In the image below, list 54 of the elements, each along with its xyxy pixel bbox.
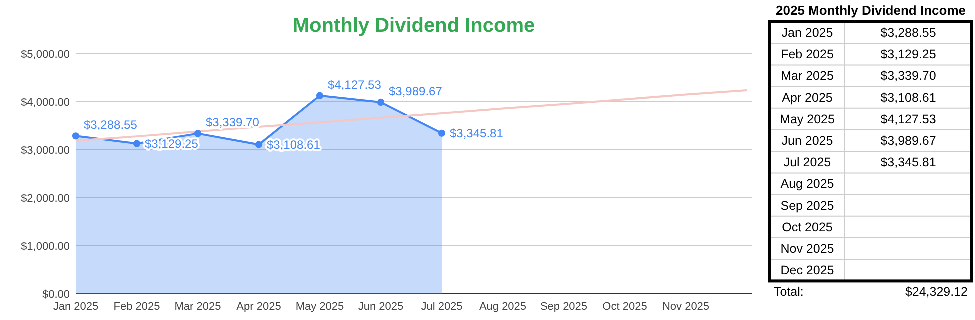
y-tick-label: $0.00 xyxy=(42,288,70,301)
category-label: Nov 2025 xyxy=(780,242,834,256)
category-label: Jul 2025 xyxy=(784,156,832,170)
text: $3,129.25 xyxy=(880,48,936,62)
text: $3,339.70 xyxy=(880,69,936,84)
point xyxy=(377,98,385,106)
text: $4,127.53 xyxy=(880,112,936,126)
text: $3,288.55 xyxy=(880,26,936,40)
y-tick-label: $1,000.00 xyxy=(21,240,70,253)
x-tick-label: Sep 2025 xyxy=(540,301,588,313)
category-label: Jan 2025 xyxy=(782,26,834,40)
text: $3,108.61 xyxy=(880,90,936,105)
category-label: Jun 2025 xyxy=(782,134,834,148)
category-label: Aug 2025 xyxy=(780,177,834,192)
text: Total: xyxy=(774,285,804,300)
category-label: Sep 2025 xyxy=(780,198,834,213)
y-tick-label: $4,000.00 xyxy=(21,96,70,109)
point xyxy=(438,130,446,137)
y-tick-label: $3,000.00 xyxy=(21,144,70,157)
x-tick-label: Aug 2025 xyxy=(479,301,527,313)
category-label: Oct 2025 xyxy=(782,220,833,234)
text: 2025 Monthly Dividend Income xyxy=(776,3,966,18)
y-tick-label: $2,000.00 xyxy=(21,192,70,205)
data-label: $3,129.25 xyxy=(145,136,199,151)
point xyxy=(133,140,141,148)
chart-title: Monthly Dividend Income xyxy=(292,15,536,37)
text: $3,345.81 xyxy=(880,156,936,170)
data-label: $4,127.53 xyxy=(328,78,382,92)
text: $24,329.12 xyxy=(905,285,968,300)
x-tick-label: Jan 2025 xyxy=(53,301,99,313)
x-tick-label: Oct 2025 xyxy=(602,301,648,313)
x-tick-label: Feb 2025 xyxy=(114,301,160,313)
category-label: Feb 2025 xyxy=(781,48,834,62)
text: $3,989.67 xyxy=(880,134,936,148)
data-label: $3,288.55 xyxy=(84,118,138,132)
category-label: Mar 2025 xyxy=(781,69,834,84)
point xyxy=(194,130,202,138)
category-label: Dec 2025 xyxy=(780,264,834,278)
x-tick-label: Nov 2025 xyxy=(662,301,710,313)
x-tick-label: May 2025 xyxy=(296,301,344,313)
category-label: May 2025 xyxy=(780,112,835,126)
data-label: $3,339.70 xyxy=(206,116,260,130)
x-tick-label: Jul 2025 xyxy=(421,301,463,313)
x-tick-label: Jun 2025 xyxy=(358,301,404,313)
x-tick-label: Mar 2025 xyxy=(174,301,222,313)
point xyxy=(316,92,324,100)
x-tick-label: Apr 2025 xyxy=(236,301,282,313)
point xyxy=(72,132,80,140)
data-label: $3,345.81 xyxy=(450,126,504,140)
point xyxy=(255,141,263,148)
data-label: $3,989.67 xyxy=(389,84,443,98)
y-tick-label: $5,000.00 xyxy=(21,48,70,61)
category-label: Apr 2025 xyxy=(782,90,833,105)
data-label: $3,108.61 xyxy=(267,138,321,152)
